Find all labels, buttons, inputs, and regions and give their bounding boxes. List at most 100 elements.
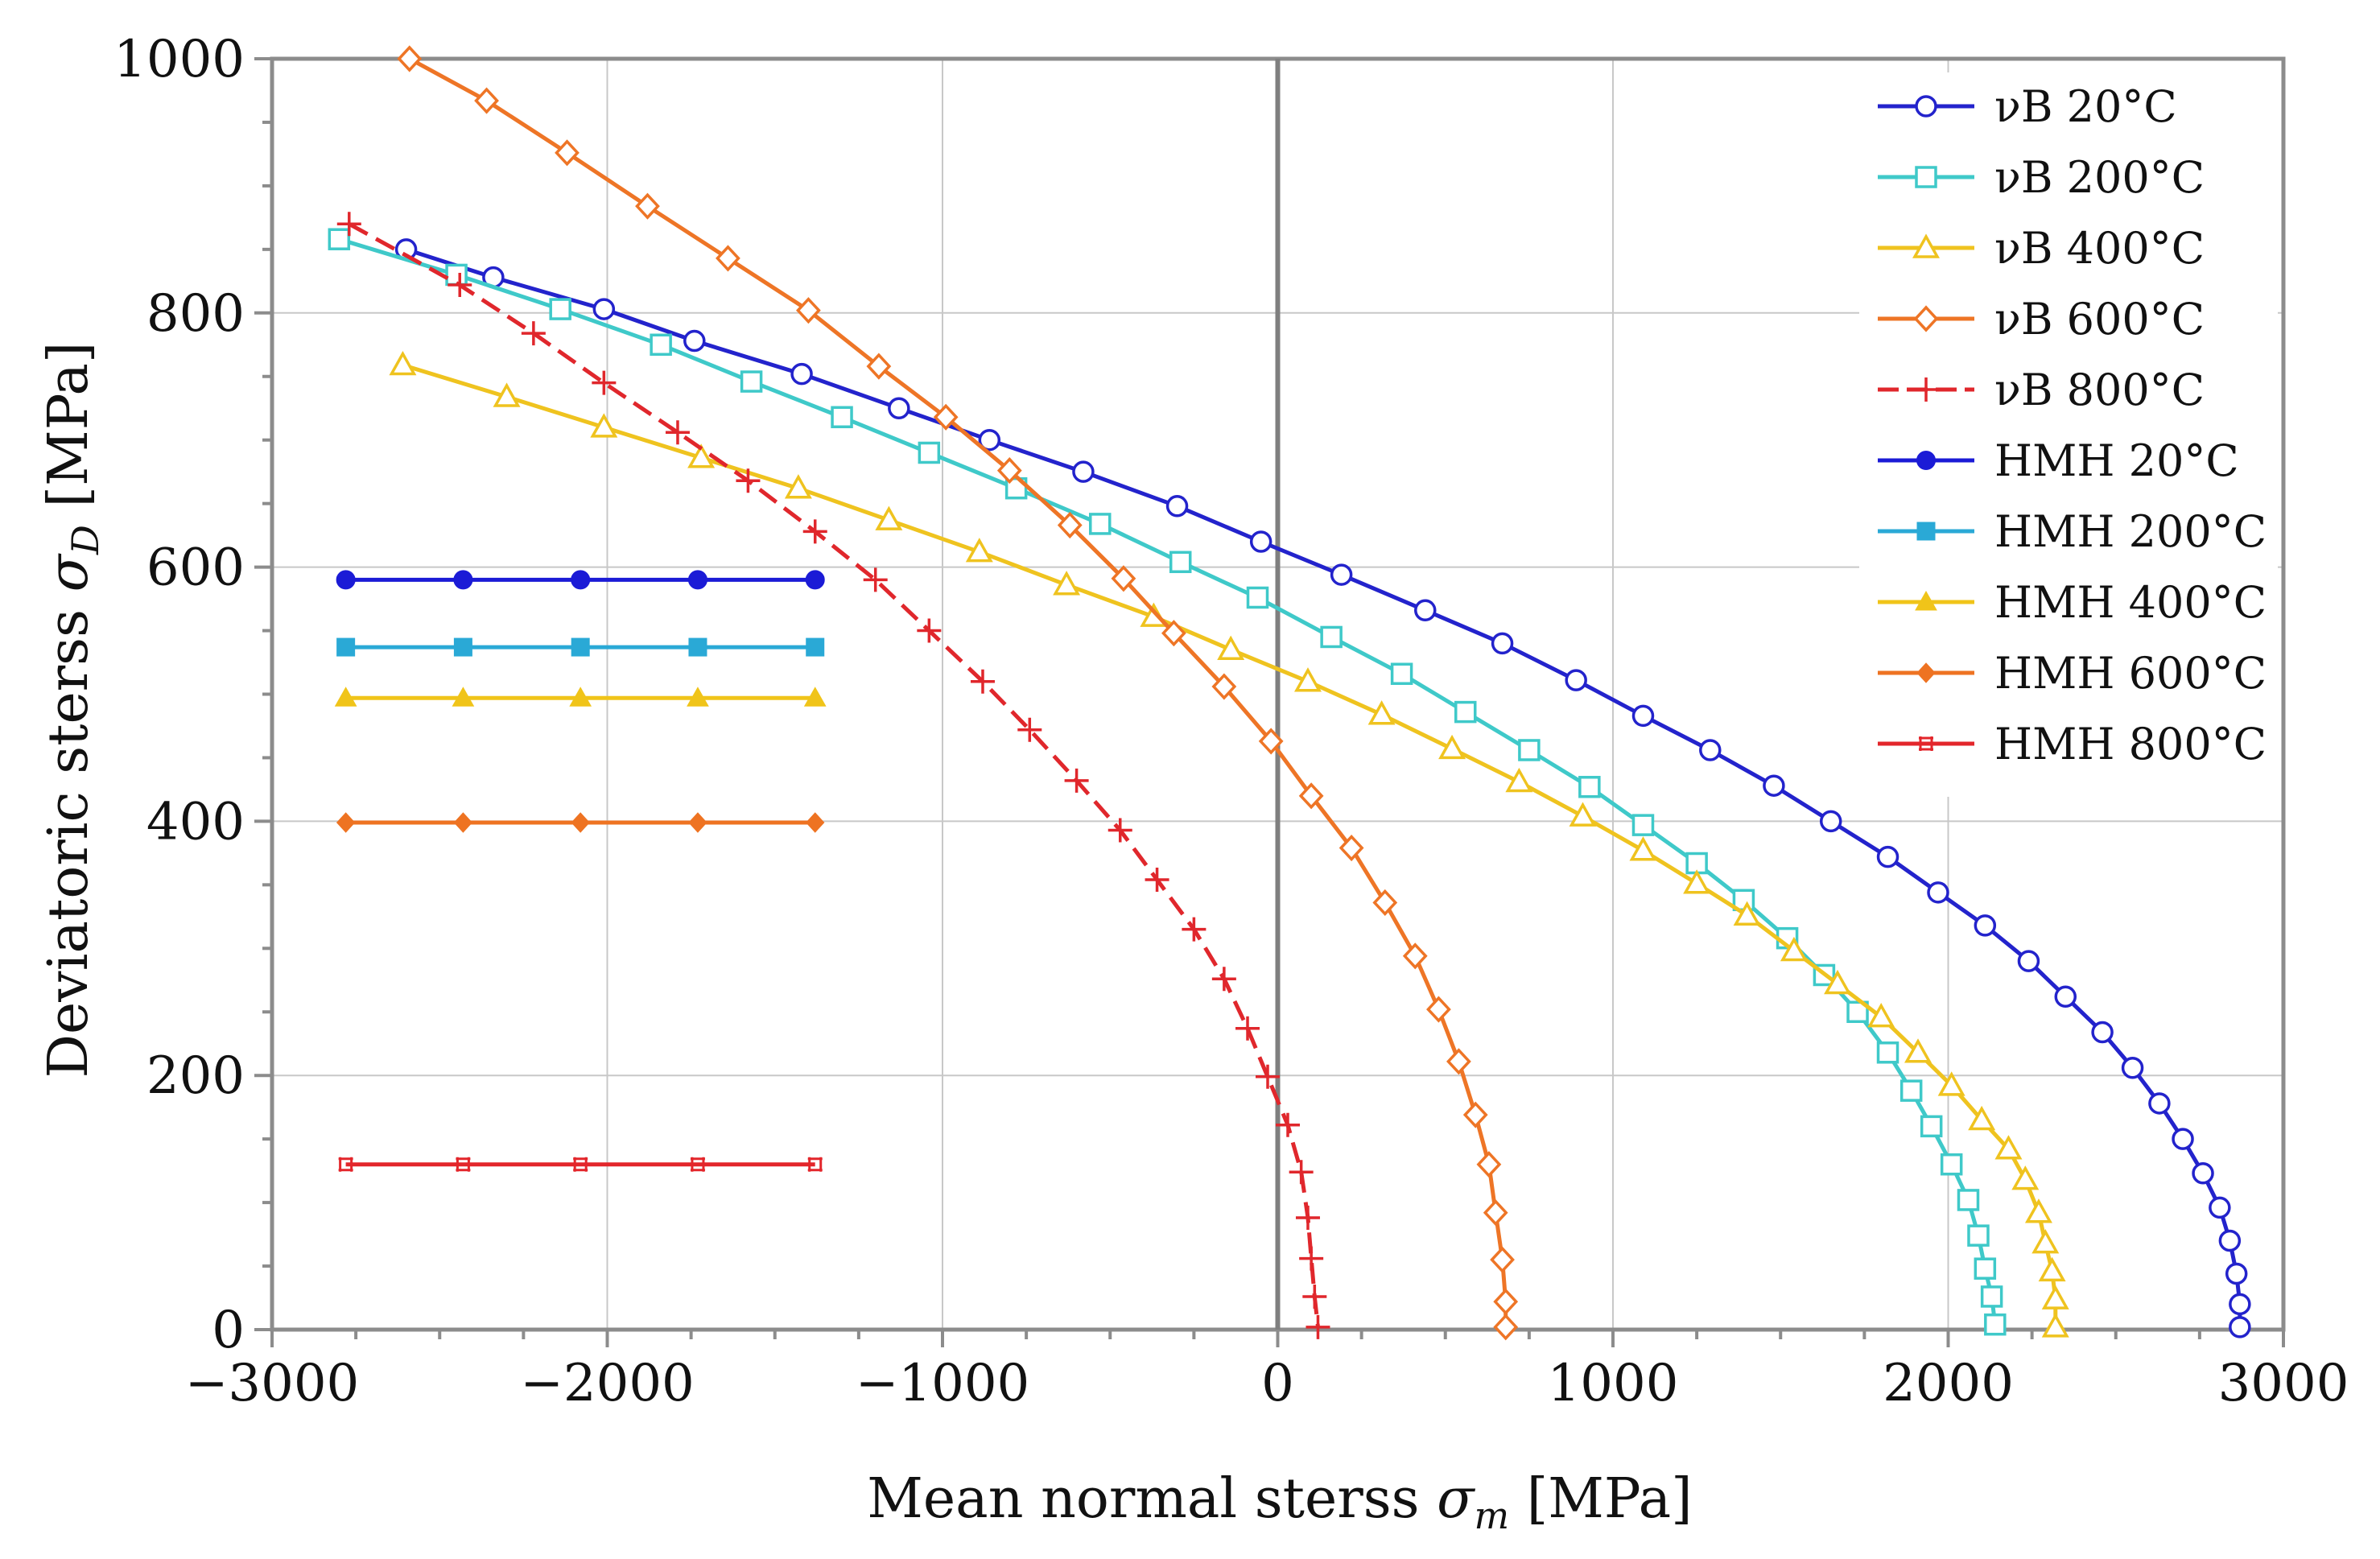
data-point-b-600-c	[1490, 1246, 1515, 1273]
data-point-hmh-600-c	[688, 812, 707, 833]
data-point-b-20-c	[1565, 669, 1587, 691]
data-point-b-800-c	[1017, 717, 1042, 742]
series-hmh-600-c	[336, 812, 825, 833]
legend-label: HMH 600°C	[1994, 648, 2267, 699]
data-point-hmh-600-c	[806, 812, 825, 833]
data-point-b-20-c	[2054, 985, 2077, 1008]
data-point-b-20-c	[1699, 739, 1722, 761]
data-point-b-800-c	[1145, 868, 1169, 893]
legend-label: HMH 200°C	[1994, 506, 2267, 557]
data-point-b-800-c	[665, 420, 690, 445]
data-point-b-800-c	[1235, 1016, 1260, 1041]
data-point-b-400-c	[2011, 1165, 2040, 1190]
legend: νB 20°C νB 200°C νB 400°C νB 600°C νB 800°C H…	[1859, 72, 2278, 797]
data-point-b-600-c	[1057, 511, 1083, 539]
series-b-800-c	[336, 212, 1330, 1339]
x-tick-label: −3000	[185, 1354, 360, 1413]
legend-label: νB 200°C	[1994, 152, 2205, 203]
legend-swatch-marker	[1913, 305, 1939, 332]
data-point-b-200-c	[445, 263, 468, 287]
data-point-hmh-600-c	[453, 812, 473, 833]
data-point-b-20-c	[1414, 599, 1437, 622]
data-point-b-400-c	[389, 350, 417, 376]
legend-item-hmh-600-c: HMH 600°C	[1878, 648, 2267, 699]
legend-label: νB 600°C	[1994, 294, 2205, 344]
data-point-hmh-400-c	[334, 687, 357, 707]
data-point-b-400-c	[1994, 1135, 2023, 1160]
data-point-hmh-400-c	[803, 687, 827, 707]
data-point-b-200-c	[1957, 1189, 1980, 1211]
data-point-b-20-c	[2229, 1316, 2251, 1338]
data-point-b-20-c	[2148, 1092, 2171, 1115]
data-point-b-20-c	[592, 298, 616, 320]
data-point-hmh-800-c	[338, 1157, 353, 1172]
data-point-b-800-c	[336, 212, 361, 237]
data-point-b-400-c	[784, 474, 812, 499]
data-point-b-400-c	[2041, 1313, 2069, 1338]
data-point-b-800-c	[970, 669, 995, 694]
x-tick-label: 2000	[1883, 1354, 2014, 1413]
data-point-b-800-c	[1064, 768, 1089, 793]
data-point-b-20-c	[790, 362, 813, 386]
data-point-b-20-c	[2172, 1128, 2194, 1150]
legend-item-hmh-800-c: HMH 800°C	[1878, 719, 2267, 769]
data-point-b-400-c	[590, 413, 618, 438]
series-hmh-400-c	[334, 687, 827, 707]
data-point-b-20-c	[2121, 1056, 2144, 1079]
data-point-hmh-800-c	[456, 1157, 471, 1172]
data-point-b-20-c	[1165, 495, 1189, 518]
data-point-b-400-c	[1683, 869, 1711, 894]
legend-label: HMH 800°C	[1994, 719, 2267, 769]
data-point-b-400-c	[1293, 667, 1322, 692]
data-point-hmh-200-c	[571, 637, 590, 657]
data-point-b-400-c	[2031, 1229, 2060, 1254]
legend-swatch-marker	[1915, 590, 1937, 611]
data-point-b-600-c	[555, 139, 580, 167]
legend-swatch-marker	[1916, 451, 1936, 470]
data-point-b-800-c	[736, 468, 761, 493]
data-point-b-400-c	[1629, 836, 1657, 861]
data-point-b-400-c	[2024, 1198, 2052, 1223]
data-point-b-400-c	[1867, 1002, 1895, 1028]
data-point-hmh-600-c	[336, 812, 356, 833]
data-point-b-800-c	[1275, 1112, 1300, 1137]
y-tick-label: 600	[146, 538, 245, 598]
data-point-b-200-c	[831, 406, 853, 429]
data-point-b-600-c	[933, 403, 959, 431]
legend-label: νB 400°C	[1994, 223, 2205, 274]
data-point-b-600-c	[1402, 942, 1428, 970]
data-point-b-200-c	[1169, 551, 1192, 574]
data-point-b-400-c	[2041, 1285, 2069, 1309]
data-point-b-200-c	[1518, 739, 1541, 761]
data-point-b-20-c	[2229, 1293, 2251, 1316]
data-point-b-600-c	[1476, 1151, 1502, 1178]
data-point-b-400-c	[2038, 1256, 2066, 1282]
data-point-b-20-c	[1631, 704, 1655, 728]
legend-item-hmh-20-c: HMH 20°C	[1878, 435, 2239, 486]
data-point-hmh-800-c	[573, 1157, 588, 1172]
legend-swatch-marker	[1915, 166, 1937, 188]
data-point-b-20-c	[2091, 1021, 2114, 1044]
data-point-b-600-c	[397, 45, 423, 72]
data-point-b-400-c	[1367, 700, 1396, 725]
legend-swatch-marker	[1916, 522, 1936, 541]
data-point-b-400-c	[1053, 571, 1081, 596]
data-point-b-600-c	[1372, 889, 1398, 917]
data-point-b-200-c	[1920, 1115, 1943, 1138]
x-tick-label: −1000	[856, 1354, 1030, 1413]
data-point-b-20-c	[978, 428, 1001, 452]
data-point-hmh-400-c	[687, 687, 709, 707]
data-point-hmh-20-c	[571, 570, 591, 590]
data-point-b-200-c	[918, 441, 941, 464]
legend-swatch-marker	[1915, 95, 1937, 118]
series-layer	[328, 45, 2251, 1341]
y-tick-label: 800	[146, 284, 245, 344]
data-point-b-800-c	[1182, 917, 1206, 942]
y-tick-label: 400	[146, 792, 245, 852]
data-point-b-800-c	[1289, 1160, 1314, 1185]
data-point-b-20-c	[2017, 950, 2040, 972]
x-axis-title: Mean normal sterss σm [MPa]	[867, 1467, 1692, 1537]
data-point-hmh-600-c	[571, 812, 590, 833]
